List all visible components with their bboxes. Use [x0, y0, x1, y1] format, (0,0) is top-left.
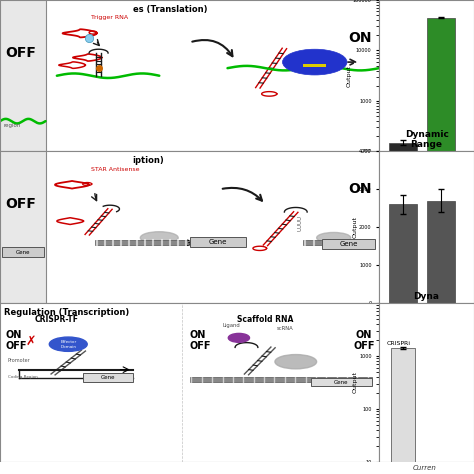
Text: Promoter: Promoter: [8, 358, 30, 363]
Text: Coding Region: Coding Region: [8, 374, 37, 379]
Y-axis label: Output: Output: [353, 372, 358, 393]
Text: iption): iption): [133, 156, 164, 165]
Y-axis label: Output: Output: [346, 65, 351, 87]
Bar: [427, 201, 455, 303]
Text: OFF: OFF: [190, 341, 211, 351]
Ellipse shape: [275, 355, 317, 369]
FancyBboxPatch shape: [190, 377, 372, 383]
Bar: [389, 143, 417, 474]
Text: CRISPR-TF: CRISPR-TF: [35, 315, 79, 324]
Text: STAR Antisense: STAR Antisense: [91, 166, 139, 172]
FancyBboxPatch shape: [83, 373, 133, 382]
Text: UUUU: UUUU: [298, 215, 303, 231]
Text: Regulation (Transcription): Regulation (Transcription): [4, 308, 129, 317]
Text: ✗: ✗: [25, 335, 36, 347]
Title: Dynamic
Range: Dynamic Range: [405, 130, 448, 149]
Text: ON: ON: [6, 330, 22, 340]
FancyBboxPatch shape: [303, 64, 326, 67]
Y-axis label: Output: Output: [353, 216, 358, 238]
Bar: [389, 204, 417, 303]
Ellipse shape: [140, 232, 178, 244]
Text: OFF: OFF: [6, 341, 27, 351]
Title: Dyna: Dyna: [414, 292, 439, 301]
Text: Effector
Domain: Effector Domain: [60, 340, 76, 348]
Text: OFF: OFF: [6, 46, 36, 60]
Text: Scaffold RNA: Scaffold RNA: [237, 315, 293, 324]
Text: OFF: OFF: [353, 341, 375, 351]
FancyBboxPatch shape: [95, 240, 190, 246]
Text: Gene: Gene: [16, 250, 30, 255]
Text: Curren: Curren: [412, 465, 436, 471]
Text: Trigger RNA: Trigger RNA: [91, 15, 128, 20]
Text: OFF: OFF: [6, 198, 36, 211]
Text: Gene: Gene: [340, 241, 358, 247]
FancyBboxPatch shape: [2, 247, 44, 257]
Text: scRNA: scRNA: [277, 326, 293, 331]
Bar: [427, 18, 455, 474]
FancyBboxPatch shape: [322, 239, 375, 249]
FancyBboxPatch shape: [0, 151, 46, 303]
FancyBboxPatch shape: [303, 240, 372, 246]
FancyBboxPatch shape: [311, 378, 372, 386]
Text: ON: ON: [190, 330, 206, 340]
Text: CRISPRi: CRISPRi: [386, 341, 410, 346]
FancyBboxPatch shape: [0, 0, 46, 151]
FancyBboxPatch shape: [190, 237, 246, 247]
Text: ON: ON: [356, 330, 372, 340]
Ellipse shape: [317, 232, 351, 243]
Text: es (Translation): es (Translation): [133, 5, 207, 14]
Bar: [429, 467, 453, 474]
Bar: [391, 348, 415, 474]
Text: region: region: [4, 123, 21, 128]
Circle shape: [283, 49, 347, 75]
Text: Gene: Gene: [209, 239, 227, 245]
Text: Ligand: Ligand: [222, 323, 240, 328]
Text: ON: ON: [348, 182, 372, 196]
Text: Gene: Gene: [101, 375, 115, 380]
Circle shape: [228, 333, 249, 342]
Ellipse shape: [49, 337, 87, 351]
Text: Gene: Gene: [334, 380, 348, 384]
Text: ON: ON: [348, 31, 372, 45]
